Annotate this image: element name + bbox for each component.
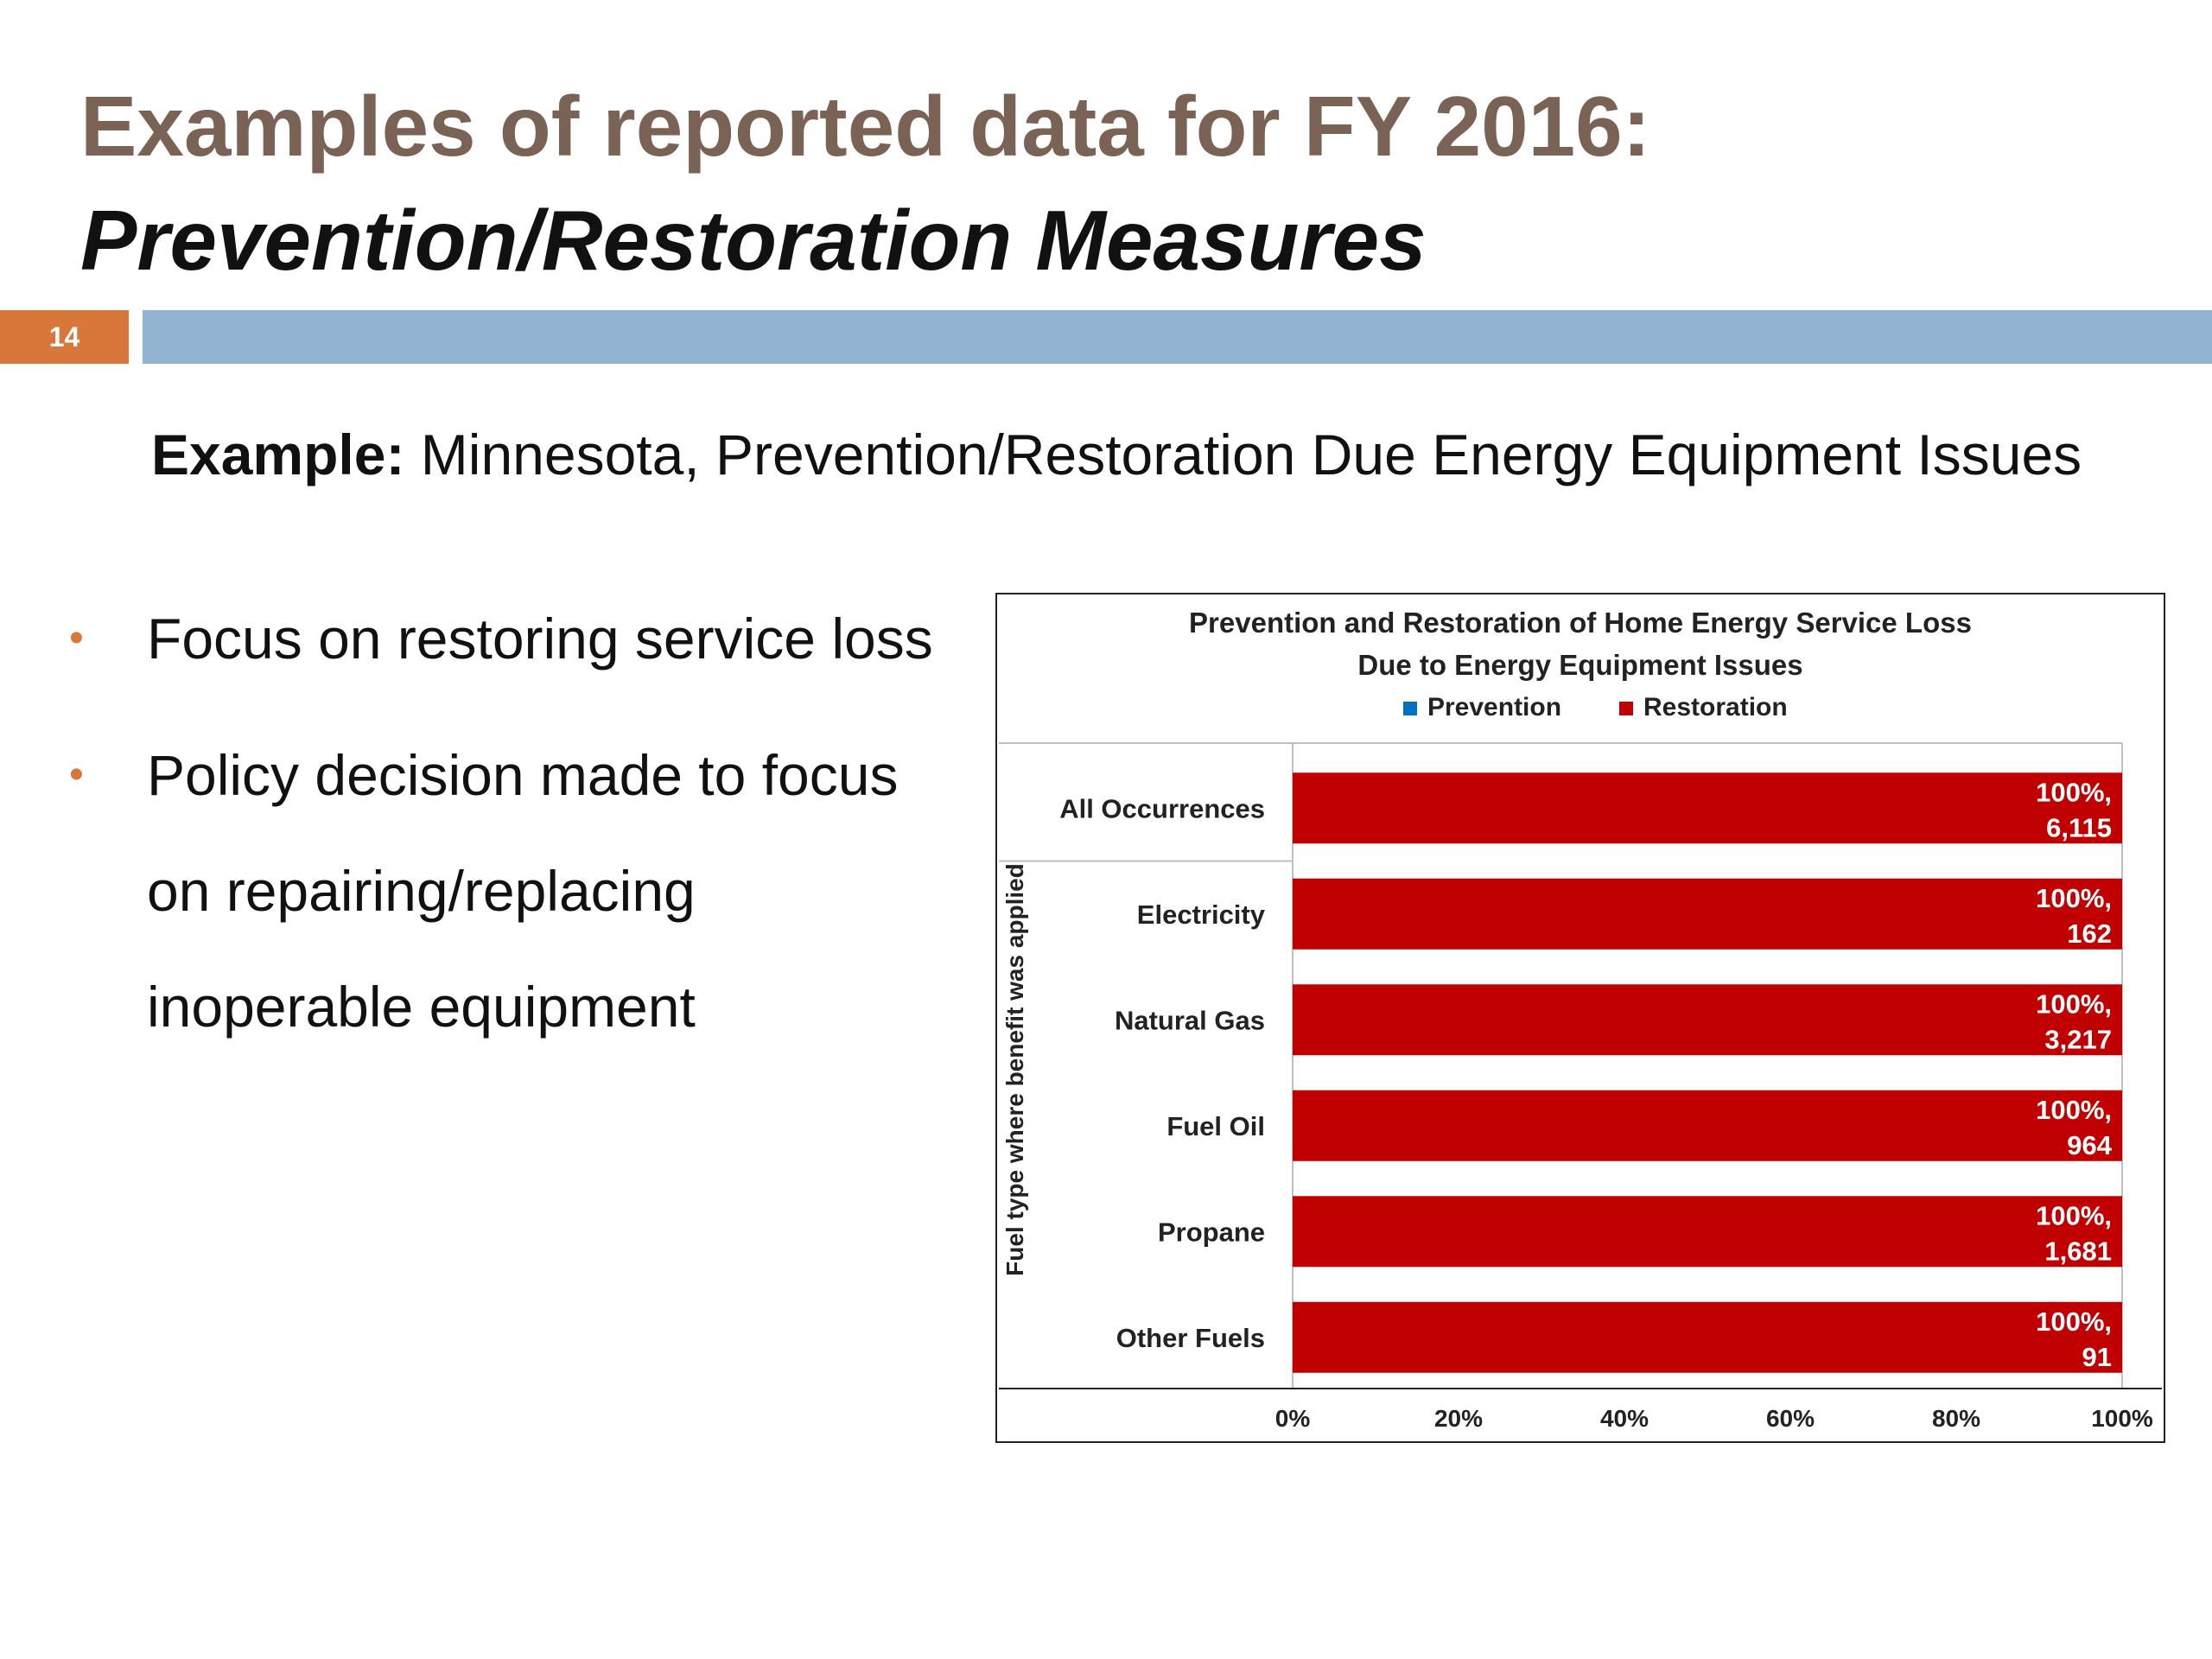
x-tick-label: 0% (1275, 1405, 1311, 1432)
data-label: 100%, (2036, 1200, 2112, 1230)
bullet-item: • Focus on restoring service loss (69, 581, 968, 696)
x-tick-label: 40% (1600, 1405, 1649, 1432)
data-label: 1,681 (2044, 1236, 2112, 1266)
data-label: 91 (2082, 1342, 2112, 1372)
y-axis-label: Fuel type where benefit was applied (1001, 863, 1028, 1276)
category-label: Natural Gas (1115, 1005, 1265, 1035)
data-label: 100%, (2036, 883, 2112, 913)
data-label: 100%, (2036, 1095, 2112, 1125)
legend-label: Prevention (1427, 693, 1561, 721)
chart-frame: Prevention and Restoration of Home Energ… (995, 593, 2165, 1443)
page-number: 14 (0, 310, 129, 364)
bar-restoration (1293, 772, 2122, 844)
bullet-dot-icon: • (69, 752, 84, 798)
bar-restoration (1293, 1090, 2122, 1161)
example-label: Example: (151, 423, 405, 486)
bullet-list: • Focus on restoring service loss • Poli… (69, 581, 968, 1065)
data-label: 100%, (2036, 988, 2112, 1019)
data-label: 964 (2067, 1130, 2112, 1160)
category-label: Other Fuels (1116, 1323, 1265, 1353)
legend-swatch-prevention (1403, 702, 1417, 715)
chart-title-line: Prevention and Restoration of Home Energ… (1189, 607, 1972, 639)
data-label: 3,217 (2044, 1024, 2112, 1054)
x-tick-label: 60% (1766, 1405, 1815, 1432)
slide-title: Examples of reported data for FY 2016: P… (80, 69, 1650, 298)
category-label: Fuel Oil (1166, 1111, 1265, 1141)
bar-restoration (1293, 1196, 2122, 1268)
category-label: Propane (1158, 1217, 1265, 1247)
x-tick-label: 80% (1932, 1405, 1980, 1432)
legend-swatch-restoration (1619, 702, 1633, 715)
title-line-2: Prevention/Restoration Measures (80, 193, 1427, 289)
category-label: Electricity (1137, 899, 1266, 930)
bar-restoration (1293, 1301, 2122, 1373)
category-label: All Occurrences (1059, 793, 1265, 823)
x-tick-label: 20% (1434, 1405, 1483, 1432)
data-label: 100%, (2036, 777, 2112, 807)
example-line: Example: Minnesota, Prevention/Restorati… (151, 422, 2082, 487)
bullet-text: Focus on restoring service loss (147, 607, 933, 671)
bar-restoration (1293, 878, 2122, 950)
example-text: Minnesota, Prevention/Restoration Due En… (404, 423, 2082, 486)
data-label: 6,115 (2046, 812, 2112, 842)
legend-label: Restoration (1643, 693, 1788, 721)
x-tick-label: 100% (2091, 1405, 2153, 1432)
bar-chart: Prevention and Restoration of Home Energ… (999, 607, 2162, 1432)
bullet-text: Policy decision made to focus on repairi… (147, 743, 899, 1039)
data-label: 162 (2067, 918, 2112, 949)
bullet-dot-icon: • (69, 615, 84, 661)
bar-restoration (1293, 984, 2122, 1056)
title-line-1: Examples of reported data for FY 2016: (80, 79, 1651, 174)
data-label: 100%, (2036, 1306, 2112, 1337)
bullet-item: • Policy decision made to focus on repai… (69, 717, 968, 1065)
title-accent-bar (143, 310, 2212, 364)
chart-title-line: Due to Energy Equipment Issues (1357, 649, 1802, 681)
